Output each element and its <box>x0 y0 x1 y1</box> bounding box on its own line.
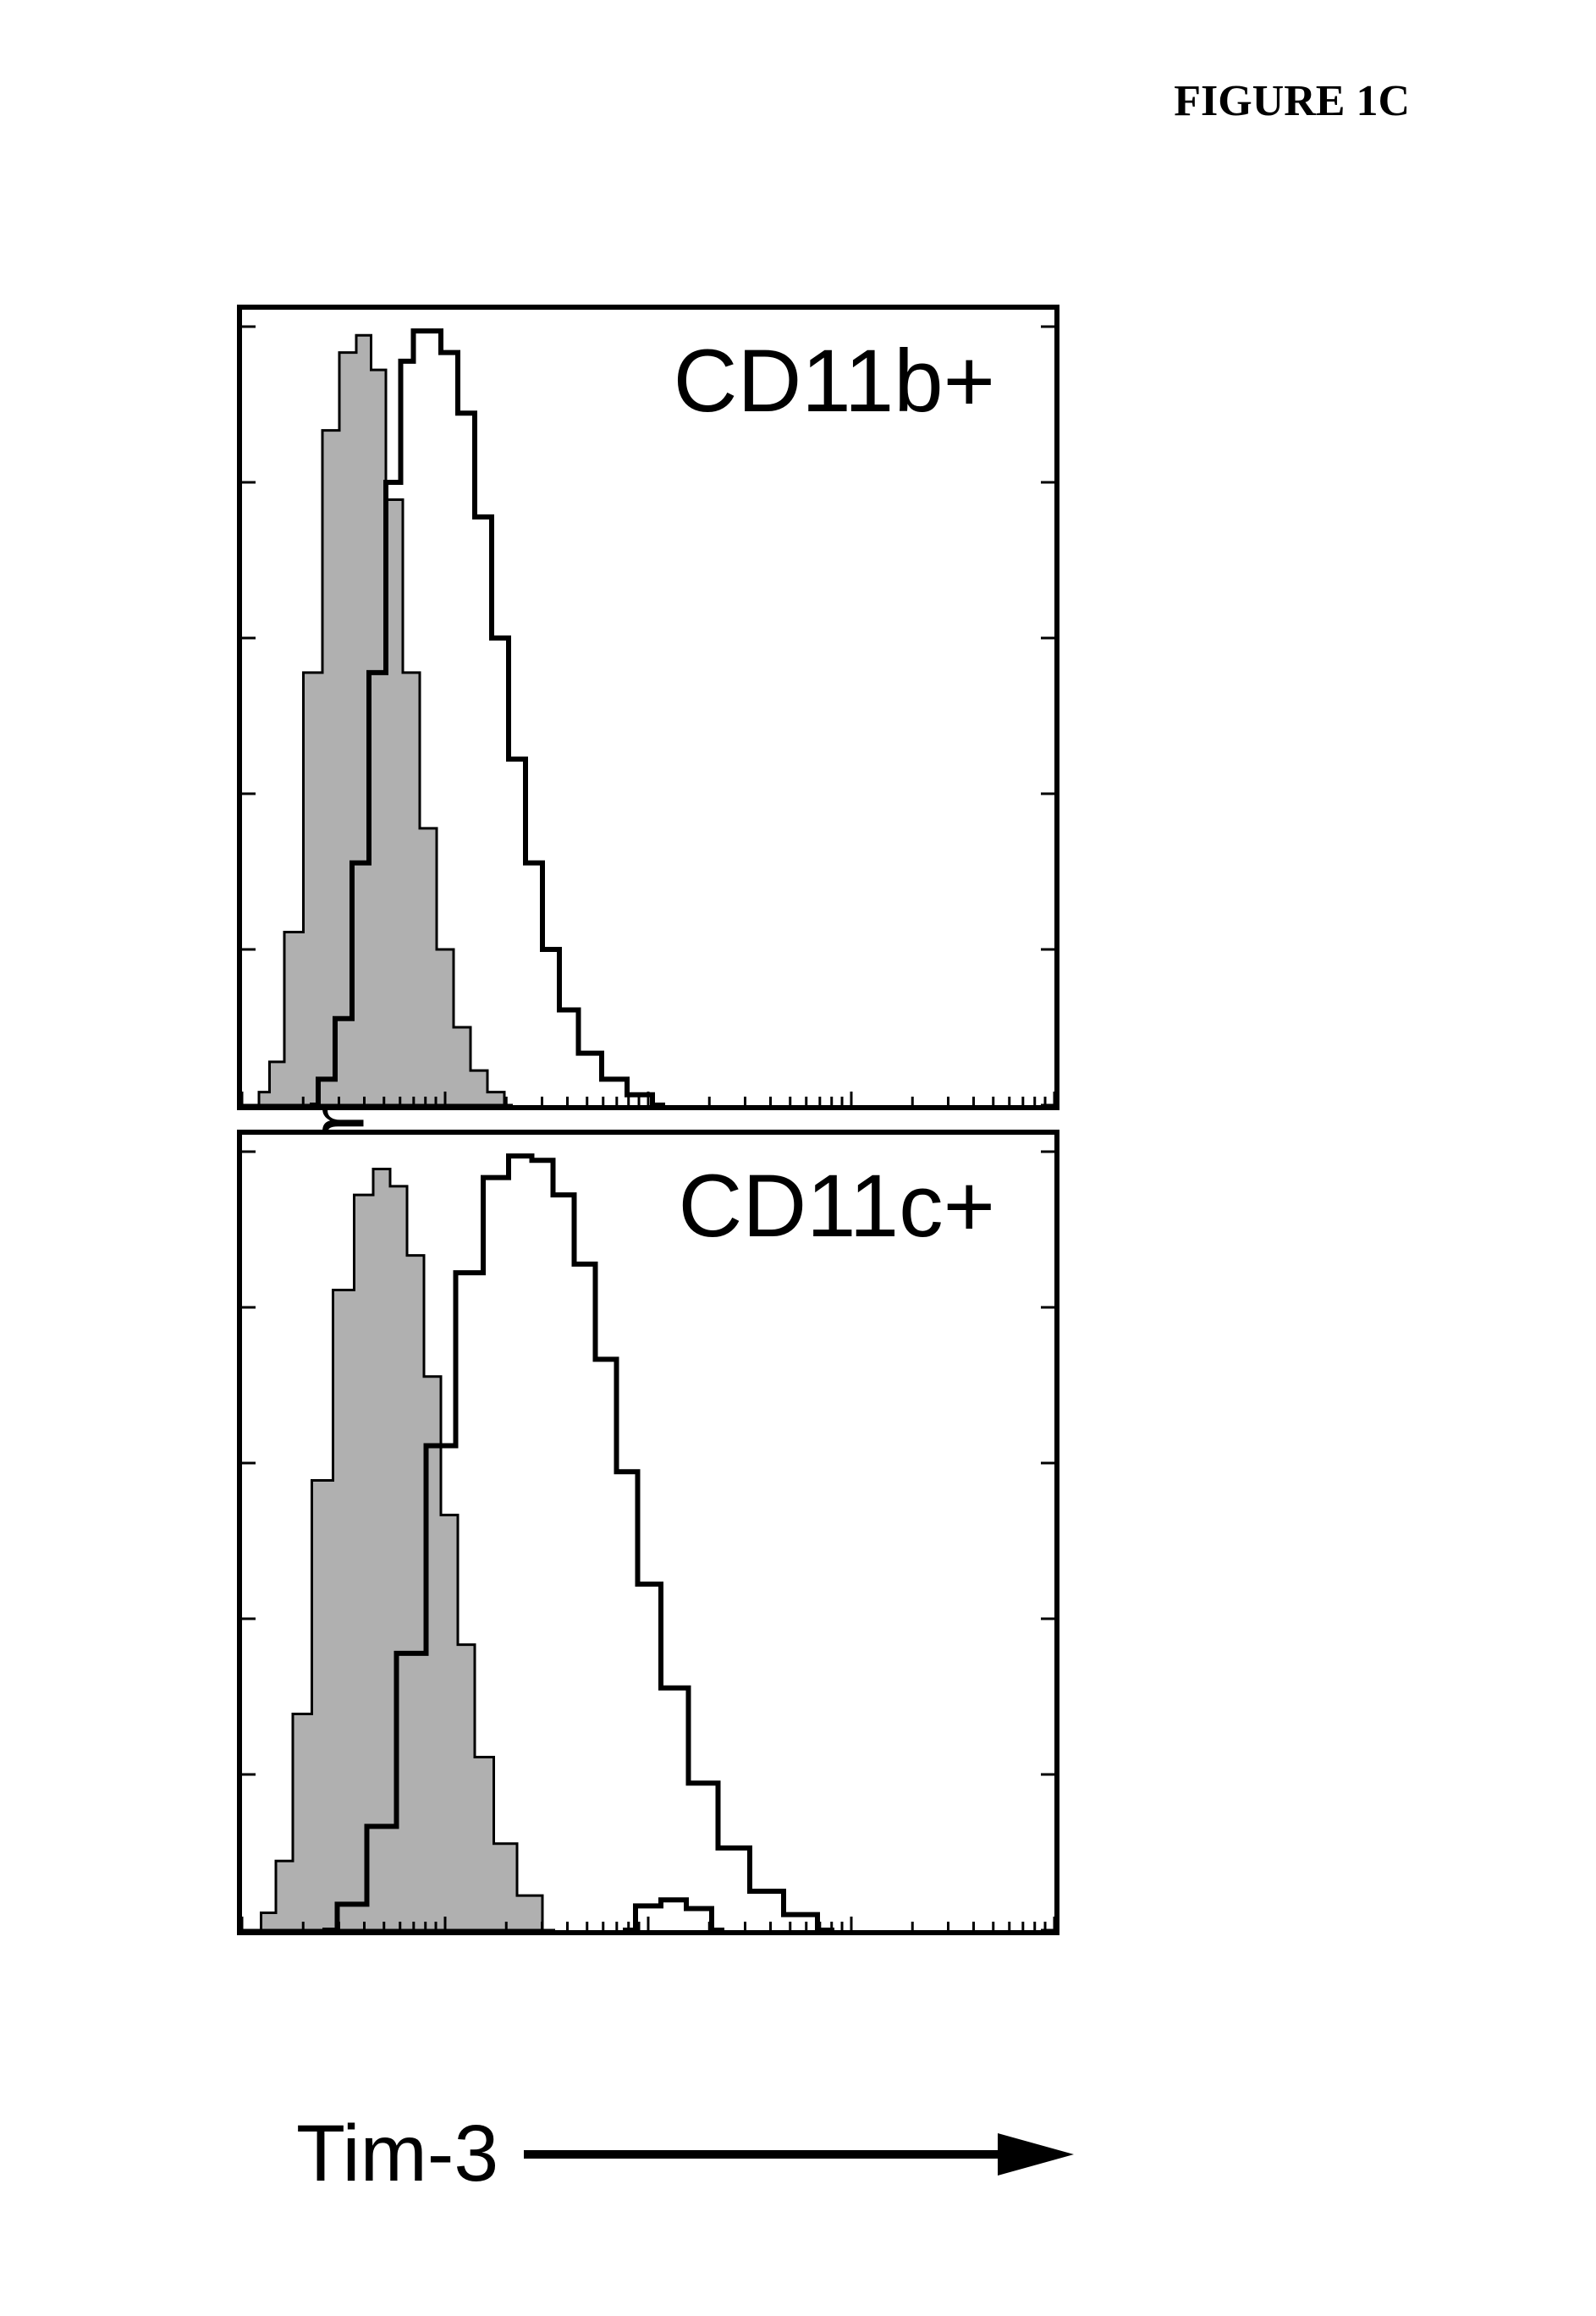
panel-cd11c: CD11c+ <box>237 1130 1059 1935</box>
figure-label: FIGURE 1C <box>1174 76 1410 126</box>
arrow-icon <box>524 2129 1074 2180</box>
x-axis-label-group: Tim-3 <box>296 2108 1074 2200</box>
histogram-cd11b <box>242 310 1054 1105</box>
histogram-cd11c <box>242 1135 1054 1930</box>
x-axis-label: Tim-3 <box>296 2108 498 2200</box>
plot-area: Cell Number CD11b+ CD11c+ Tim-3 <box>237 305 1125 2082</box>
panel-cd11b: CD11b+ <box>237 305 1059 1110</box>
